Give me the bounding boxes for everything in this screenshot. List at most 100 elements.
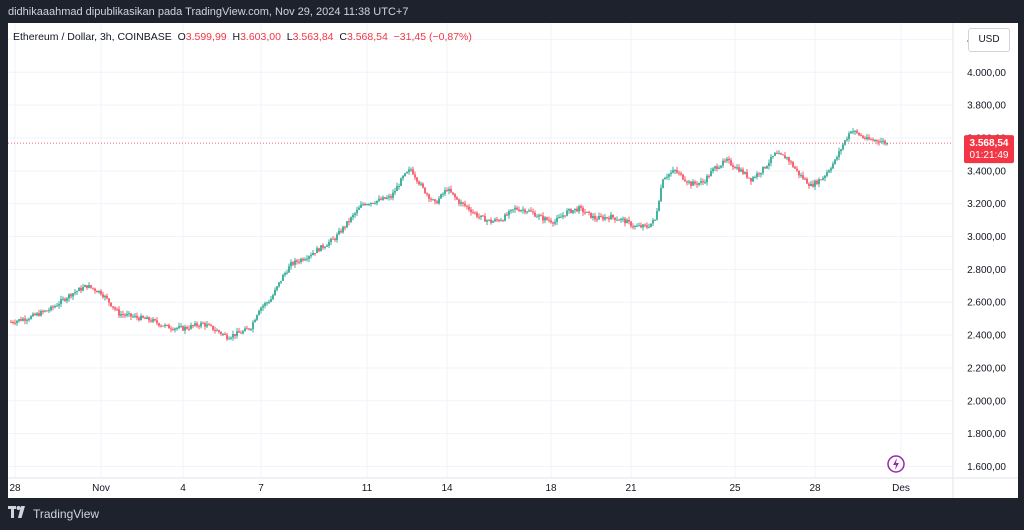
candle-body [624,218,626,224]
candle-body [156,320,158,324]
candle-body [882,140,884,142]
candle-body [254,319,256,323]
candle-body [374,203,376,205]
candle-body [526,211,528,213]
close-label: C [339,31,347,43]
candle-body [840,149,842,152]
candle-body [146,317,148,319]
candle-body [670,172,672,175]
candle-body [876,140,878,142]
candle-body [282,274,284,281]
candle-body [756,173,758,178]
candle-body [614,217,616,220]
candle-body [708,175,710,177]
candle-body [852,131,854,133]
candle-body [584,212,586,214]
candle-body [502,220,504,222]
candle-body [184,326,186,331]
x-tick-label: 7 [258,483,264,494]
candle-body [218,330,220,332]
candle-body [284,273,286,275]
candle-body [98,290,100,293]
candle-body [732,165,734,168]
candle-body [560,216,562,218]
candle-body [406,171,408,174]
candle-body [264,303,266,306]
candle-body [144,317,146,319]
candle-body [646,225,648,228]
candle-body [800,175,802,177]
candle-body [342,226,344,233]
candle-body [690,181,692,186]
candle-body [194,323,196,326]
candle-body [138,317,140,321]
candle-body [106,295,108,299]
candle-body [792,162,794,167]
candle-body [208,324,210,326]
chart-panel[interactable]: 1.600,00 1.800,00 2.000,00 2.200,00 2.400,00… [8,23,1018,498]
candle-body [730,160,732,166]
candle-body [40,311,42,316]
candle-body [228,338,230,340]
candle-body [244,328,246,332]
y-tick-label: 2.200,00 [967,363,1006,374]
candle-body [262,305,264,308]
candle-body [476,212,478,217]
candle-body [68,294,70,299]
candle-body [34,313,36,316]
price-tag [964,135,1014,164]
candle-body [568,209,570,211]
y-tick-label: 1.600,00 [967,462,1006,473]
candle-body [162,325,164,327]
candle-body [352,215,354,218]
candle-body [362,203,364,205]
candle-body [872,139,874,141]
candle-body [786,157,788,159]
candle-body [232,334,234,338]
candle-body [508,211,510,216]
candlestick-chart[interactable]: 1.600,00 1.800,00 2.000,00 2.200,00 2.400,00… [8,23,1018,498]
candle-body [712,168,714,172]
candle-body [278,282,280,287]
candle-body [386,197,388,199]
candle-body [372,202,374,204]
candle-body [784,155,786,159]
candle-body [680,173,682,175]
low-value: 3.563,84 [292,31,334,43]
candle-body [122,314,124,316]
candle-body [276,286,278,290]
candle-body [850,131,852,134]
candle-body [246,328,248,330]
candle-body [674,170,676,172]
candle-body [522,209,524,211]
candle-body [570,209,572,213]
candle-body [702,181,704,183]
currency-button[interactable]: USD [968,28,1010,52]
candle-body [808,183,810,187]
candle-body [260,307,262,311]
x-tick-label: 11 [362,483,373,494]
x-tick-label: 21 [625,483,637,494]
candle-body [564,215,566,217]
candle-body [334,238,336,241]
candle-body [154,319,156,321]
candle-body [728,158,730,161]
candle-body [320,245,322,252]
candle-body [582,207,584,213]
candle-body [120,314,122,316]
candle-body [272,295,274,300]
y-tick-label: 2.600,00 [967,298,1006,309]
symbol-name: Ethereum / Dollar, 3h, COINBASE [13,31,172,43]
y-tick-label: 2.800,00 [967,265,1006,276]
candle-body [82,287,84,291]
candle-body [618,219,620,221]
candle-body [168,324,170,329]
candle-body [788,157,790,162]
candle-body [754,177,756,179]
candle-body [768,162,770,166]
candle-body [634,226,636,228]
candle-body [692,181,694,186]
candle-body [358,207,360,210]
candle-body [640,225,642,228]
candle-body [164,324,166,327]
